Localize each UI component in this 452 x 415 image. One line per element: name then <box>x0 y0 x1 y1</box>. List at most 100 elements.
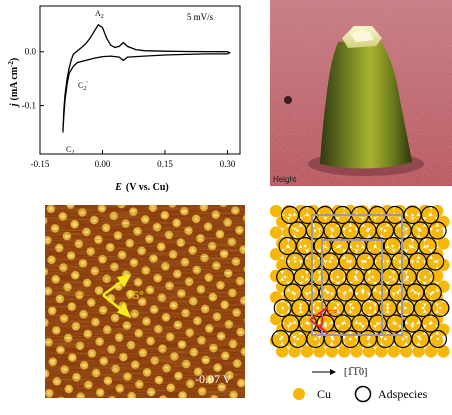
cv-y-tick-label: 0.0 <box>25 47 37 57</box>
peak-a2-label: A2 <box>95 9 104 20</box>
cu-atom <box>313 345 326 358</box>
afm-pyramid-step <box>350 30 374 42</box>
cyclic-voltammogram: -0.15 0.00 0.15 0.30 0.0-0.1 5 mV/s A2 C2' … <box>7 5 241 193</box>
stm-angle-label: 75° <box>127 288 144 302</box>
adspecies-center <box>349 337 352 341</box>
cv-y-axis-label: j(mA cm-2) <box>7 58 20 109</box>
cu-atom <box>270 291 283 304</box>
adspecies-center <box>404 306 407 310</box>
cu-atom <box>387 237 400 250</box>
peak-c2-label: C2 <box>66 145 74 156</box>
cu-atom <box>300 345 314 358</box>
adspecies-center <box>306 322 310 325</box>
adspecies-center <box>293 260 297 263</box>
adspecies-center <box>318 275 322 279</box>
adspecies-center <box>418 229 422 232</box>
cu-atom <box>350 345 363 358</box>
adspecies-center <box>366 229 369 232</box>
adspecies-center <box>306 213 309 217</box>
adspecies-center <box>316 306 320 310</box>
adspecies-center <box>348 229 352 232</box>
adspecies-center <box>426 244 429 248</box>
adspecies-center <box>394 322 397 325</box>
adspecies-center <box>279 337 282 341</box>
cu-atom <box>270 248 283 261</box>
cu-atom <box>418 226 431 239</box>
cu-atom <box>319 226 332 239</box>
cu-atom <box>387 345 400 358</box>
adspecies-center <box>296 229 299 232</box>
adspecies-circle <box>418 236 437 256</box>
adspecies-center <box>334 306 337 310</box>
cu-atom <box>338 215 351 228</box>
cu-atom <box>437 237 450 250</box>
adspecies-center <box>431 291 435 294</box>
adspecies-center <box>373 244 377 248</box>
cu-atom <box>406 205 419 218</box>
cu-atom <box>276 215 289 228</box>
legend-adspecies-swatch <box>354 385 372 403</box>
adspecies-circle <box>375 221 395 240</box>
legend-cu-swatch <box>293 388 305 400</box>
cu-atom <box>369 269 382 282</box>
stm-scan-noise <box>45 205 245 398</box>
afm-pyramid-image: Height <box>270 0 452 186</box>
cu-atom <box>325 345 338 358</box>
adspecies-center <box>379 291 382 294</box>
adspecies-center <box>388 275 392 279</box>
cu-atom <box>338 280 351 293</box>
adspecies-circle <box>428 329 447 349</box>
cu-atom <box>412 258 425 272</box>
unit-cell-inner <box>321 239 383 336</box>
cu-atom <box>393 226 407 239</box>
adspecies-center <box>423 275 427 279</box>
stm-angle-arrows <box>102 274 132 319</box>
cu-atom <box>276 345 289 358</box>
adspecies-center <box>346 260 349 263</box>
cu-atom <box>325 302 338 315</box>
cu-atom <box>307 226 320 239</box>
cu-atom <box>288 345 301 358</box>
adspecies-center <box>363 260 367 263</box>
adspecies-center <box>391 244 394 248</box>
adspecies-center <box>351 306 355 310</box>
cu-atom <box>338 323 351 336</box>
cu-atom <box>356 226 369 239</box>
adspecies-center <box>406 275 409 279</box>
cu-atom <box>294 334 307 347</box>
cu-atom <box>424 323 438 336</box>
adspecies-center <box>359 322 362 325</box>
adspecies-circle <box>421 314 440 333</box>
adspecies-center <box>366 337 370 341</box>
cv-y-ticks: 0.0 -0.1 <box>22 47 44 111</box>
adspecies-center <box>328 260 332 263</box>
cu-atom <box>437 302 450 315</box>
adspecies-center <box>331 229 334 232</box>
adspecies-circle <box>416 267 435 287</box>
cu-atom <box>362 323 376 336</box>
cu-atom <box>288 237 301 250</box>
cu-atom <box>338 345 351 358</box>
cu-atom <box>288 258 301 272</box>
adspecies-center <box>324 322 327 325</box>
adspecies-circle <box>420 205 440 225</box>
cu-atom <box>356 248 369 261</box>
scan-rate-label: 5 mV/s <box>187 12 214 22</box>
adspecies-center <box>414 291 417 294</box>
cv-x-axis-label: E (V vs. Cu) <box>114 182 169 193</box>
cu-atom <box>431 248 444 261</box>
adspecies-center <box>421 306 425 310</box>
direction-indicator: [1̅ 1̅ 0] <box>312 367 367 378</box>
adspecies-circle <box>426 252 445 271</box>
adspecies-center <box>436 229 439 232</box>
cu-atom <box>400 345 413 358</box>
cu-atom <box>431 269 444 282</box>
adspecies-center <box>326 291 330 294</box>
adspecies-center <box>309 291 312 294</box>
afm-pyramid <box>320 40 412 169</box>
cu-atom <box>350 323 363 336</box>
cu-atom <box>381 269 394 282</box>
adspecies-center <box>429 322 432 325</box>
model-legend: Cu Adspecies <box>293 385 428 403</box>
cu-atom <box>294 205 307 218</box>
